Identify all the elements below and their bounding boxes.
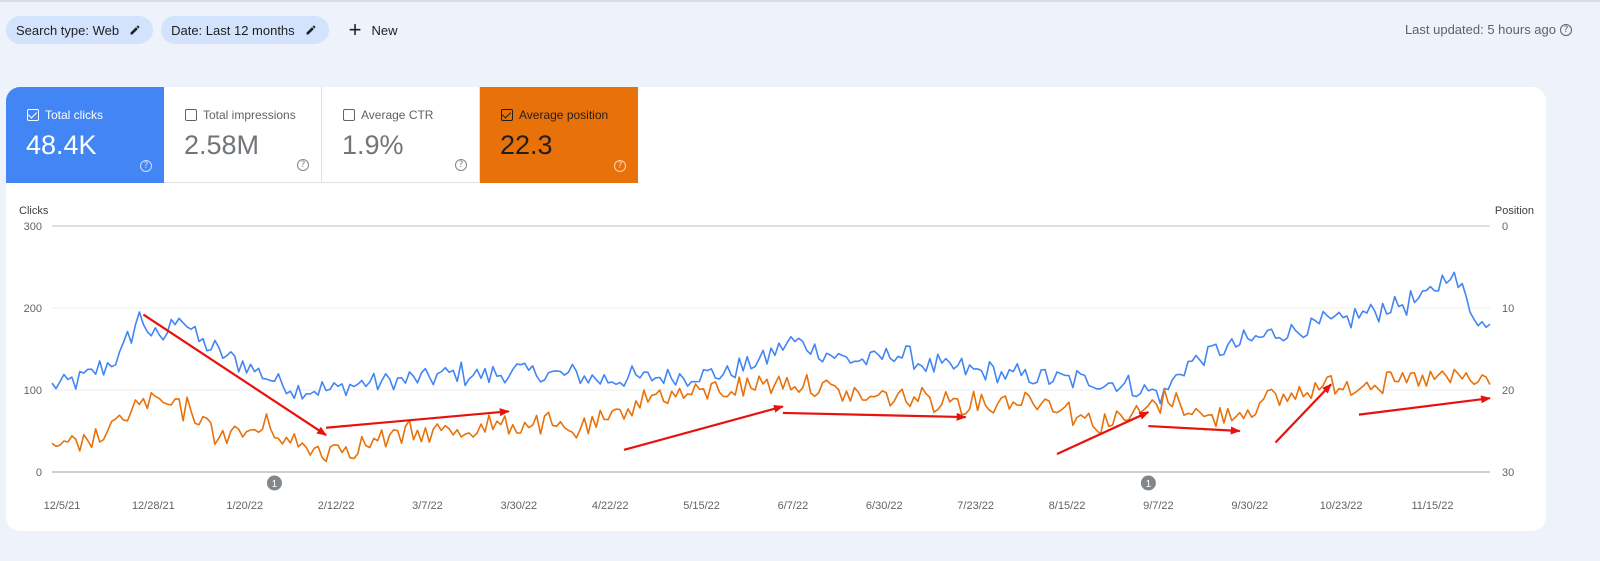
trend-arrow: [623, 404, 784, 451]
search-type-chip[interactable]: Search type: Web: [6, 16, 154, 44]
x-tick-label: 5/15/22: [683, 500, 720, 512]
left-tick-label: 300: [24, 221, 42, 233]
performance-card: Total clicks 48.4K ? Total impressions 2…: [6, 87, 1546, 531]
last-updated: Last updated: 5 hours ago ?: [1405, 22, 1572, 37]
pencil-icon: [306, 25, 316, 35]
trend-arrow: [1274, 383, 1332, 444]
annotation-label: 1: [272, 479, 278, 490]
trend-arrow: [1148, 424, 1241, 435]
right-axis-title: Position: [1495, 205, 1534, 217]
metric-label-row: Average position: [501, 108, 608, 122]
metric-value: 48.4K: [26, 130, 97, 160]
metric-label-row: Total clicks: [27, 108, 103, 122]
left-axis-title: Clicks: [19, 205, 49, 217]
x-tick-label: 7/23/22: [957, 500, 994, 512]
metric-label: Average CTR: [361, 108, 434, 122]
left-tick-label: 200: [24, 303, 42, 315]
x-tick-label: 8/15/22: [1049, 500, 1086, 512]
metric-total-clicks[interactable]: Total clicks 48.4K ?: [6, 87, 164, 183]
x-tick-label: 12/5/21: [44, 500, 81, 512]
new-filter-label: New: [371, 22, 398, 38]
checkbox-icon[interactable]: [185, 109, 197, 121]
metric-average-position[interactable]: Average position 22.3 ?: [480, 87, 638, 183]
trend-arrow: [1358, 395, 1491, 416]
checkbox-icon[interactable]: [343, 109, 355, 121]
annotation-marker: [1140, 475, 1156, 491]
x-tick-label: 9/7/22: [1143, 500, 1174, 512]
x-tick-label: 12/28/21: [132, 500, 175, 512]
annotation-marker: [266, 475, 282, 491]
help-icon[interactable]: ?: [140, 160, 152, 172]
x-tick-label: 3/7/22: [412, 500, 443, 512]
x-tick-label: 2/12/22: [318, 500, 355, 512]
x-tick-label: 9/30/22: [1231, 500, 1268, 512]
left-tick-label: 100: [24, 385, 42, 397]
x-tick-label: 6/7/22: [778, 500, 809, 512]
new-filter-button[interactable]: + New: [341, 16, 406, 44]
help-icon[interactable]: ?: [1560, 23, 1572, 36]
metric-average-ctr[interactable]: Average CTR 1.9% ?: [322, 87, 480, 183]
trend-arrow: [142, 313, 327, 437]
annotation-label: 1: [1146, 479, 1152, 490]
metric-label-row: Total impressions: [185, 108, 296, 122]
help-icon[interactable]: ?: [455, 159, 467, 171]
right-tick-label: 0: [1502, 221, 1508, 233]
right-tick-label: 10: [1502, 303, 1514, 315]
metric-value: 2.58M: [184, 130, 260, 160]
metric-tiles: Total clicks 48.4K ? Total impressions 2…: [6, 87, 638, 183]
metric-label: Total impressions: [203, 108, 296, 122]
right-tick-label: 20: [1502, 385, 1514, 397]
metric-label: Average position: [519, 108, 609, 122]
x-tick-label: 1/20/22: [226, 500, 263, 512]
trend-arrow: [782, 411, 967, 421]
metric-value: 22.3: [500, 130, 553, 160]
help-icon[interactable]: ?: [297, 159, 309, 171]
top-divider: [0, 0, 1600, 2]
left-tick-label: 0: [36, 467, 42, 479]
metric-value: 1.9%: [342, 130, 404, 160]
right-tick-label: 30: [1502, 467, 1514, 479]
x-tick-label: 3/30/22: [500, 500, 537, 512]
help-icon[interactable]: ?: [614, 160, 626, 172]
date-range-chip[interactable]: Date: Last 12 months: [161, 16, 329, 44]
x-tick-label: 11/15/22: [1411, 500, 1453, 512]
trend-arrow: [1056, 411, 1150, 455]
x-tick-label: 10/23/22: [1320, 500, 1363, 512]
x-tick-label: 6/30/22: [866, 500, 903, 512]
filter-toolbar: Search type: Web Date: Last 12 months + …: [6, 16, 406, 44]
checkbox-checked-icon[interactable]: [27, 109, 39, 121]
performance-chart: Clicks Position 0 100 200 300 0 10 20 30 12/5/21…: [19, 205, 1534, 512]
date-range-label: Date: Last 12 months: [171, 22, 295, 38]
last-updated-text: Last updated: 5 hours ago: [1404, 22, 1556, 37]
plus-icon: +: [348, 17, 362, 42]
metric-total-impressions[interactable]: Total impressions 2.58M ?: [164, 87, 322, 183]
trend-arrow: [325, 408, 510, 429]
metric-label: Total clicks: [45, 108, 104, 122]
metric-label-row: Average CTR: [343, 108, 433, 122]
checkbox-checked-icon[interactable]: [501, 109, 513, 121]
pencil-icon: [130, 25, 140, 35]
search-type-label: Search type: Web: [16, 22, 120, 38]
series-line-clicks: [51, 271, 1491, 405]
series-line-position: [51, 368, 1491, 463]
x-tick-label: 4/22/22: [592, 500, 629, 512]
